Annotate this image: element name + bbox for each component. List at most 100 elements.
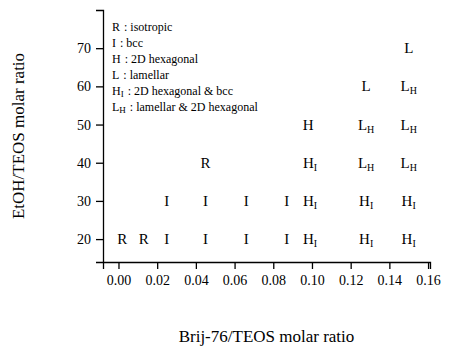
phase-point: L [404, 40, 413, 56]
y-axis: 20 30 40 50 60 70 [77, 11, 104, 263]
key-symbol: L [112, 100, 119, 114]
phase-label: L [404, 40, 413, 56]
x-tick-mark [234, 262, 235, 269]
phase-subscript: I [412, 238, 415, 249]
x-tick-label: 0.06 [223, 273, 248, 288]
phase-subscript: I [412, 199, 415, 210]
phase-point: HI [303, 193, 317, 211]
x-axis-line [104, 263, 431, 270]
key-text: : isotropic [124, 20, 172, 34]
y-tick: 30 [77, 194, 103, 209]
points: RRIIIIHIHIHIIIIIHIHIHIRHILHLHHLHLHLLHL [117, 40, 417, 248]
phase-label: I [164, 231, 169, 247]
phase-subscript: H [367, 123, 374, 134]
key-entry: L : lamellar [112, 68, 169, 82]
phase-subscript: I [314, 161, 317, 172]
y-tick-mark [96, 48, 103, 49]
phase-label: I [203, 231, 208, 247]
phase-subscript: I [314, 199, 317, 210]
x-axis: 0.000.020.040.060.080.100.120.140.16 [104, 262, 441, 288]
phase-point: HI [402, 193, 416, 211]
key-text: : 2D hexagonal [125, 52, 199, 66]
y-axis-title: EtOH/TEOS molar ratio [9, 53, 28, 219]
y-tick-mark [96, 239, 103, 240]
key-entry: LH: lamellar & 2D hexagonal [112, 100, 258, 115]
phase-subscript: I [370, 238, 373, 249]
phase-label: H [303, 117, 314, 133]
y-tick-label: 40 [77, 156, 91, 171]
phase-subscript: H [410, 85, 417, 96]
x-tick: 0.12 [339, 262, 364, 288]
x-tick: 0.04 [184, 262, 209, 288]
phase-label: H [359, 193, 370, 209]
key-subscript: H [119, 105, 126, 115]
key-entry: HI: 2D hexagonal & bcc [112, 84, 233, 99]
y-tick-label: 20 [77, 232, 91, 247]
phase-subscript: H [367, 161, 374, 172]
phase-point: R [139, 231, 149, 247]
phase-label: L [401, 155, 410, 171]
key-entry: R : isotropic [112, 20, 172, 34]
phase-point: LH [358, 155, 374, 173]
x-tick-mark [273, 262, 274, 269]
phase-point: I [203, 193, 208, 209]
phase-subscript: I [314, 238, 317, 249]
phase-point: HI [303, 155, 317, 173]
x-tick-label: 0.12 [339, 273, 364, 288]
phase-point: LH [401, 117, 417, 135]
phase-point: HI [402, 231, 416, 249]
phase-label: H [303, 155, 314, 171]
key-symbol: L [112, 68, 119, 82]
x-tick: 0.02 [145, 262, 170, 288]
phase-label: I [203, 193, 208, 209]
phase-label: L [358, 155, 367, 171]
phase-point: I [203, 231, 208, 247]
phase-label: L [401, 78, 410, 94]
phase-point: R [201, 155, 211, 171]
phase-label: H [303, 231, 314, 247]
x-tick-mark [196, 262, 197, 269]
phase-label: H [303, 193, 314, 209]
x-tick-mark [389, 262, 390, 269]
key-symbol: H [112, 52, 121, 66]
x-axis-title: Brij-76/TEOS molar ratio [179, 327, 355, 346]
phase-label: I [164, 193, 169, 209]
y-tick: 60 [77, 79, 103, 94]
phase-point: LH [401, 155, 417, 173]
phase-label: R [139, 231, 149, 247]
x-tick-mark [118, 262, 119, 269]
key-text: : 2D hexagonal & bcc [128, 84, 233, 98]
x-tick: 0.08 [262, 262, 287, 288]
key-subscript: I [121, 89, 124, 99]
y-tick-mark [96, 201, 103, 202]
x-tick: 0.14 [378, 262, 403, 288]
y-tick: 50 [77, 118, 103, 133]
y-tick-label: 70 [77, 41, 91, 56]
phase-point: I [244, 193, 249, 209]
y-tick-mark [96, 124, 103, 125]
x-tick-label: 0.04 [184, 273, 209, 288]
key-text: : bcc [120, 36, 143, 50]
y-tick-label: 60 [77, 79, 91, 94]
phase-label: H [402, 231, 413, 247]
phase-point: HI [303, 231, 317, 249]
x-tick-label: 0.00 [107, 273, 131, 288]
phase-subscript: I [370, 199, 373, 210]
phase-point: HI [359, 193, 373, 211]
phase-point: LH [358, 117, 374, 135]
key-symbol: R [112, 20, 120, 34]
phase-label: L [358, 117, 367, 133]
x-tick-label: 0.02 [145, 273, 170, 288]
phase-point: LH [401, 78, 417, 96]
x-tick: 0.00 [107, 262, 131, 288]
phase-point: I [244, 231, 249, 247]
phase-point: H [303, 117, 314, 133]
phase-label: H [402, 193, 413, 209]
key-text: : lamellar [123, 68, 169, 82]
phase-label: L [362, 78, 371, 94]
key: R: isotropicI: bccH: 2D hexagonalL: lame… [112, 20, 258, 115]
key-entry: I: bcc [112, 36, 143, 50]
x-tick-label: 0.16 [416, 273, 441, 288]
phase-point: I [284, 231, 289, 247]
phase-point: R [117, 231, 127, 247]
